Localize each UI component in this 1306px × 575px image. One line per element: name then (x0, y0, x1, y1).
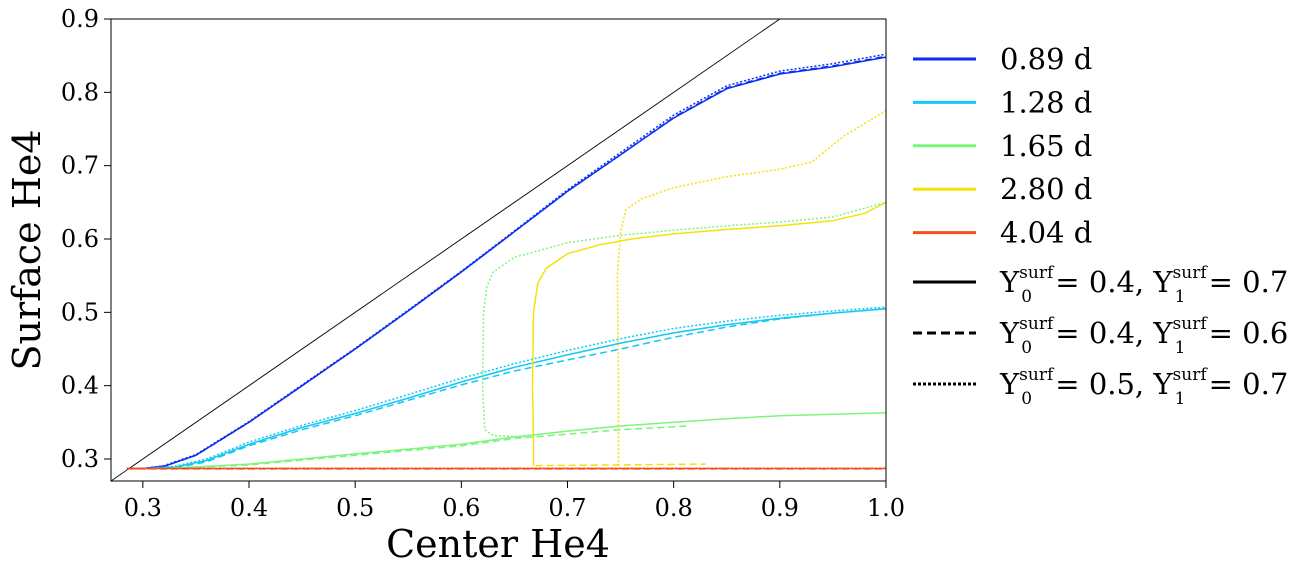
x-tick-label-2: 0.5 (336, 494, 374, 522)
series-line-2 (126, 53, 886, 470)
y-axis-label: Surface He4 (5, 129, 49, 370)
y-tick-label-4: 0.7 (61, 152, 99, 180)
series-line-7 (164, 425, 690, 470)
legend-label-0: 0.89 d (1000, 42, 1092, 76)
plot-frame (110, 18, 887, 482)
legend-style-label-1: Ysurf 0 = 0.4, Ysurf 1 = 0.6 (999, 314, 1288, 358)
x-tick-label-4: 0.7 (548, 494, 586, 522)
series-line-10 (535, 463, 706, 467)
legend-label-4: 4.04 d (1000, 216, 1092, 250)
y-tick-label-1: 0.4 (61, 372, 99, 400)
series-line-8 (481, 201, 886, 438)
y-tick-label-5: 0.8 (61, 78, 99, 106)
y-tick-label-2: 0.5 (61, 298, 99, 326)
axes: 0.3 0.4 0.5 0.6 0.7 0.8 0.9 1.0 0.3 0.4 0.5 0.6 0.7 0… (61, 5, 905, 522)
y-tick-label-0: 0.3 (61, 445, 99, 473)
reference-line (111, 19, 781, 481)
legend: 0.89 d 1.28 d 1.65 d 2.80 d 4.04 d Ysurf 0 = 0… (913, 42, 1288, 409)
y-tick-label-6: 0.9 (61, 5, 99, 33)
series-group (111, 19, 886, 481)
series-line-4 (142, 307, 886, 470)
x-tick-label-0: 0.3 (124, 494, 162, 522)
series-line-6 (164, 412, 886, 470)
legend-label-2: 1.65 d (1000, 129, 1092, 163)
legend-style-label-0: Ysurf 0 = 0.4, Ysurf 1 = 0.7 (999, 263, 1288, 307)
legend-label-3: 2.80 d (1000, 172, 1092, 206)
series-line-9 (531, 201, 886, 467)
x-axis-label: Center He4 (386, 522, 610, 566)
series-line-1 (126, 55, 886, 470)
legend-style-label-2: Ysurf 0 = 0.5, Ysurf 1 = 0.7 (999, 365, 1288, 409)
x-tick-label-5: 0.8 (655, 494, 693, 522)
series-line-11 (616, 110, 886, 467)
plot-area (111, 19, 886, 481)
x-tick-label-1: 0.4 (230, 494, 268, 522)
x-tick-label-7: 1.0 (867, 494, 905, 522)
legend-label-1: 1.28 d (1000, 85, 1092, 119)
y-tick-label-3: 0.6 (61, 225, 99, 253)
x-tick-label-3: 0.6 (442, 494, 480, 522)
x-tick-label-6: 0.9 (761, 494, 799, 522)
series-line-3 (142, 307, 886, 470)
